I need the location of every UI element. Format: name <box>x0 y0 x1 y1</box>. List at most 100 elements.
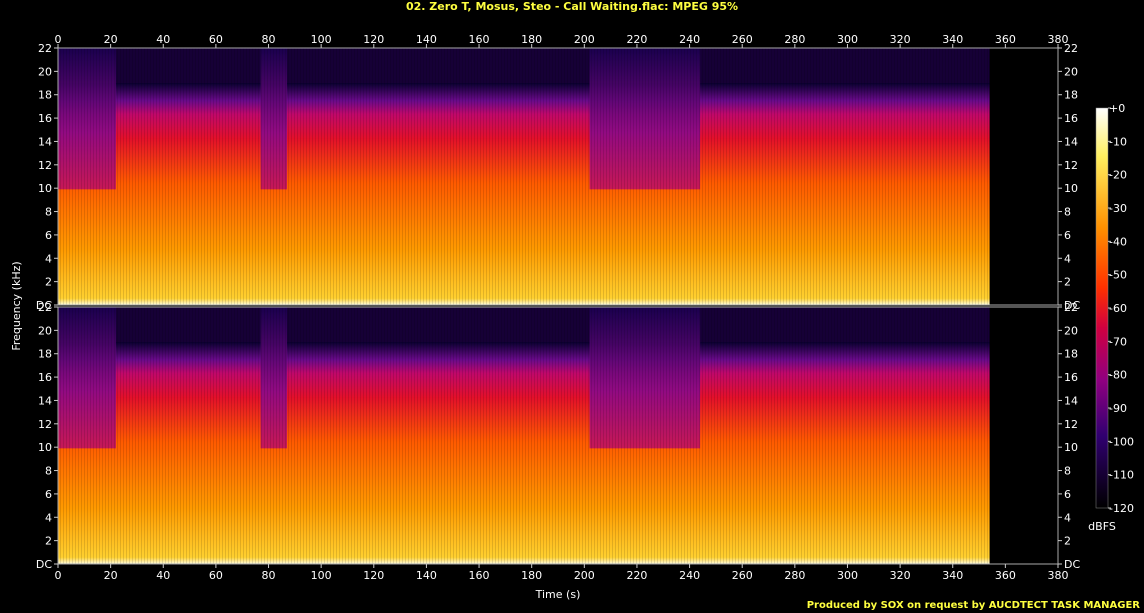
x-tick-label: 0 <box>55 569 62 582</box>
x-tick-label: 100 <box>311 569 332 582</box>
x-tick-label: 100 <box>311 33 332 46</box>
y-tick-label: 4 <box>45 252 52 265</box>
y-tick-label: 22 <box>1064 301 1078 314</box>
x-tick-label: 160 <box>469 33 490 46</box>
x-tick-label: 340 <box>942 569 963 582</box>
y-tick-label: 16 <box>38 112 52 125</box>
y-tick-label: 14 <box>38 394 52 407</box>
x-tick-label: 0 <box>55 33 62 46</box>
x-tick-label: 140 <box>416 33 437 46</box>
x-tick-label: 300 <box>837 569 858 582</box>
channel-2-spectrogram <box>57 306 1059 565</box>
y-tick-label: 10 <box>1064 182 1078 195</box>
x-tick-label: 260 <box>732 33 753 46</box>
x-tick-label: 260 <box>732 569 753 582</box>
y-tick-label: 22 <box>38 42 52 55</box>
y-tick-label: 20 <box>1064 324 1078 337</box>
texture <box>58 307 990 564</box>
y-tick-label: 10 <box>38 441 52 454</box>
x-tick-label: 40 <box>156 33 170 46</box>
y-tick-label: 6 <box>1064 229 1071 242</box>
y-tick-label: 2 <box>45 276 52 289</box>
y-axis-label: Frequency (kHz) <box>10 261 23 350</box>
colorbar-tick-label: -100 <box>1109 435 1134 448</box>
x-tick-label: 40 <box>156 569 170 582</box>
plot-frame <box>57 47 1059 306</box>
y-tick-label: 2 <box>1064 535 1071 548</box>
colorbar-tick-label: +0 <box>1109 102 1125 115</box>
x-tick-label: 180 <box>521 569 542 582</box>
y-tick-label: 14 <box>1064 135 1078 148</box>
x-tick-label: 60 <box>209 569 223 582</box>
y-tick-label: 12 <box>38 418 52 431</box>
colorbar: +0 -10 -20 -30 -40 -50 -60 -70 -80 -90 -100 -110 -12… <box>1088 102 1134 533</box>
y-tick-label: 20 <box>1064 65 1078 78</box>
x-tick-label: 360 <box>995 569 1016 582</box>
y-tick-label: DC <box>36 558 52 571</box>
y-tick-label: 4 <box>45 511 52 524</box>
y-tick-label: 12 <box>1064 159 1078 172</box>
colorbar-tick-label: -50 <box>1109 269 1127 282</box>
plot-frame <box>57 306 1059 565</box>
colorbar-tick-label: -20 <box>1109 169 1127 182</box>
colorbar-tick-label: -110 <box>1109 469 1134 482</box>
y-tick-label: 2 <box>45 535 52 548</box>
x-tick-label: 380 <box>1048 33 1069 46</box>
x-tick-label: 20 <box>104 569 118 582</box>
colorbar-tick-label: -120 <box>1109 502 1134 515</box>
y-tick-label: 8 <box>1064 465 1071 478</box>
y-tick-label: 6 <box>45 229 52 242</box>
x-tick-label: 120 <box>363 33 384 46</box>
colorbar-tick-label: -80 <box>1109 369 1127 382</box>
x-tick-label: 180 <box>521 33 542 46</box>
y-tick-label: 10 <box>1064 441 1078 454</box>
y-tick-label: 16 <box>38 371 52 384</box>
x-tick-label: 380 <box>1048 569 1069 582</box>
x-tick-label: 240 <box>679 569 700 582</box>
x-tick-label: 240 <box>679 33 700 46</box>
channel-1-spectrogram <box>57 47 1059 306</box>
y-tick-label: 16 <box>1064 371 1078 384</box>
y-tick-label: 8 <box>45 206 52 219</box>
y-tick-label: DC <box>1064 558 1080 571</box>
y-tick-label: DC <box>1064 299 1080 312</box>
y-tick-label: 4 <box>1064 511 1071 524</box>
colorbar-label: dBFS <box>1088 520 1116 533</box>
y-tick-label: 18 <box>1064 348 1078 361</box>
x-tick-label: 340 <box>942 33 963 46</box>
colorbar-gradient <box>1095 107 1109 509</box>
x-tick-label: 120 <box>363 569 384 582</box>
colorbar-tick-label: -70 <box>1109 335 1127 348</box>
texture <box>58 48 990 305</box>
y-tick-label: 8 <box>1064 206 1071 219</box>
x-tick-label: 200 <box>574 569 595 582</box>
colorbar-tick-label: -90 <box>1109 402 1127 415</box>
footer-credit: Produced by SOX on request by AUCDTECT T… <box>806 600 1140 611</box>
y-tick-label: 12 <box>38 159 52 172</box>
x-tick-label: 280 <box>784 569 805 582</box>
x-tick-label: 320 <box>890 569 911 582</box>
y-tick-label: 6 <box>1064 488 1071 501</box>
x-tick-label: 360 <box>995 33 1016 46</box>
y-tick-label: 12 <box>1064 418 1078 431</box>
y-tick-label: 6 <box>45 488 52 501</box>
y-tick-label: 10 <box>38 182 52 195</box>
x-tick-label: 200 <box>574 33 595 46</box>
x-tick-label: 20 <box>104 33 118 46</box>
y-tick-label: DC <box>36 299 52 312</box>
x-tick-label: 80 <box>262 33 276 46</box>
y-tick-label: 18 <box>38 89 52 102</box>
colorbar-tick-label: -30 <box>1109 202 1127 215</box>
x-axis-label: Time (s) <box>535 588 581 601</box>
x-tick-label: 80 <box>262 569 276 582</box>
spectrogram-panels <box>57 47 1059 565</box>
y-tick-label: 20 <box>38 65 52 78</box>
x-tick-label: 60 <box>209 33 223 46</box>
y-tick-label: 2 <box>1064 276 1071 289</box>
x-tick-label: 300 <box>837 33 858 46</box>
y-tick-label: 22 <box>38 301 52 314</box>
x-tick-label: 140 <box>416 569 437 582</box>
y-tick-label: 18 <box>1064 89 1078 102</box>
